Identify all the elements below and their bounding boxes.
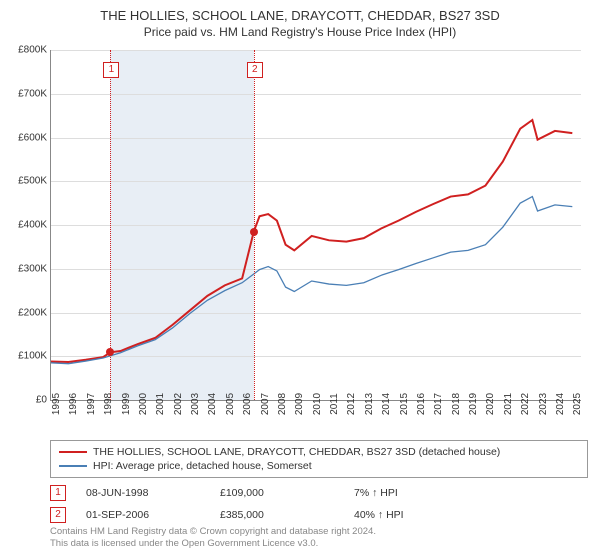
marker-dot-2: [250, 228, 258, 236]
marker-box-2: 2: [247, 62, 263, 78]
x-tick-label: 2010: [312, 393, 323, 415]
footer: Contains HM Land Registry data © Crown c…: [50, 526, 376, 551]
legend-label: HPI: Average price, detached house, Some…: [93, 460, 312, 472]
x-tick-label: 1999: [121, 393, 132, 415]
x-tick-label: 2024: [555, 393, 566, 415]
x-tick-label: 2008: [277, 393, 288, 415]
x-tick-label: 2011: [329, 393, 340, 415]
legend-row: THE HOLLIES, SCHOOL LANE, DRAYCOTT, CHED…: [59, 445, 579, 459]
sale-marker: 2: [50, 507, 66, 523]
x-tick-label: 2002: [173, 393, 184, 415]
x-tick-label: 2016: [416, 393, 427, 415]
x-tick-label: 2009: [294, 393, 305, 415]
x-tick-label: 2001: [155, 393, 166, 415]
sale-marker: 1: [50, 485, 66, 501]
sale-price: £109,000: [220, 487, 350, 499]
sale-date: 08-JUN-1998: [86, 487, 216, 499]
footer-line1: Contains HM Land Registry data © Crown c…: [50, 526, 376, 538]
marker-line-2: [254, 50, 255, 400]
y-tick-label: £600K: [18, 132, 47, 143]
sale-price: £385,000: [220, 509, 350, 521]
x-tick-label: 2018: [451, 393, 462, 415]
x-tick-label: 2014: [381, 393, 392, 415]
x-tick-label: 2013: [364, 393, 375, 415]
y-tick-label: £200K: [18, 307, 47, 318]
y-tick-label: £700K: [18, 88, 47, 99]
x-tick-label: 2000: [138, 393, 149, 415]
sale-pct: 7% ↑ HPI: [354, 487, 454, 499]
chart-svg: [51, 50, 581, 400]
legend-label: THE HOLLIES, SCHOOL LANE, DRAYCOTT, CHED…: [93, 446, 500, 458]
title-main: THE HOLLIES, SCHOOL LANE, DRAYCOTT, CHED…: [0, 8, 600, 23]
legend-box: THE HOLLIES, SCHOOL LANE, DRAYCOTT, CHED…: [50, 440, 588, 478]
footer-line2: This data is licensed under the Open Gov…: [50, 538, 376, 550]
marker-box-1: 1: [103, 62, 119, 78]
x-tick-label: 1998: [103, 393, 114, 415]
y-tick-label: £400K: [18, 220, 47, 231]
x-tick-label: 2003: [190, 393, 201, 415]
legend-swatch: [59, 451, 87, 453]
sale-date: 01-SEP-2006: [86, 509, 216, 521]
title-block: THE HOLLIES, SCHOOL LANE, DRAYCOTT, CHED…: [0, 0, 600, 39]
x-tick-label: 2012: [346, 393, 357, 415]
series-line-hpi: [51, 197, 572, 364]
legend-swatch: [59, 465, 87, 467]
x-tick-label: 2025: [572, 393, 583, 415]
x-tick-label: 2007: [260, 393, 271, 415]
series-line-property: [51, 120, 572, 362]
y-tick-label: £500K: [18, 176, 47, 187]
title-sub: Price paid vs. HM Land Registry's House …: [0, 25, 600, 39]
x-tick-label: 2019: [468, 393, 479, 415]
x-tick-label: 1996: [68, 393, 79, 415]
marker-dot-1: [106, 348, 114, 356]
x-tick-label: 2021: [503, 393, 514, 415]
sale-pct: 40% ↑ HPI: [354, 509, 454, 521]
x-tick-label: 2017: [433, 393, 444, 415]
x-tick-label: 2023: [538, 393, 549, 415]
x-tick-label: 2015: [399, 393, 410, 415]
x-tick-label: 2020: [485, 393, 496, 415]
sale-row-1: 1 08-JUN-1998 £109,000 7% ↑ HPI: [50, 482, 570, 504]
sale-rows: 1 08-JUN-1998 £109,000 7% ↑ HPI 2 01-SEP-2006…: [50, 482, 570, 526]
x-tick-label: 2004: [207, 393, 218, 415]
y-tick-label: £800K: [18, 45, 47, 56]
y-tick-label: £300K: [18, 263, 47, 274]
x-tick-label: 2005: [225, 393, 236, 415]
y-tick-label: £100K: [18, 351, 47, 362]
x-tick-label: 1997: [86, 393, 97, 415]
sale-row-2: 2 01-SEP-2006 £385,000 40% ↑ HPI: [50, 504, 570, 526]
y-tick-label: £0: [36, 395, 47, 406]
legend-row: HPI: Average price, detached house, Some…: [59, 459, 579, 473]
chart-area: £0£100K£200K£300K£400K£500K£600K£700K£80…: [50, 50, 581, 401]
x-tick-label: 2022: [520, 393, 531, 415]
x-tick-label: 2006: [242, 393, 253, 415]
x-tick-label: 1995: [51, 393, 62, 415]
chart-container: THE HOLLIES, SCHOOL LANE, DRAYCOTT, CHED…: [0, 0, 600, 560]
